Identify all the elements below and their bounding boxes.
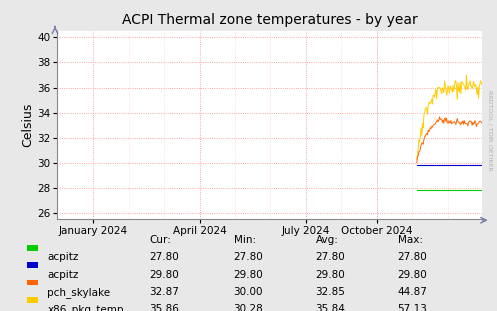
- Text: Cur:: Cur:: [149, 235, 171, 245]
- Text: acpitz: acpitz: [47, 252, 79, 262]
- Text: 35.86: 35.86: [149, 304, 179, 311]
- Text: Min:: Min:: [234, 235, 256, 245]
- Text: 27.80: 27.80: [398, 252, 427, 262]
- Y-axis label: Celsius: Celsius: [21, 103, 34, 147]
- Text: 32.85: 32.85: [316, 287, 345, 297]
- Text: 44.87: 44.87: [398, 287, 427, 297]
- Text: acpitz: acpitz: [47, 270, 79, 280]
- Text: 29.80: 29.80: [316, 270, 345, 280]
- Text: 27.80: 27.80: [234, 252, 263, 262]
- Text: RRDTOOL / TOBI OETIKER: RRDTOOL / TOBI OETIKER: [487, 90, 492, 171]
- Text: 35.84: 35.84: [316, 304, 345, 311]
- Text: pch_skylake: pch_skylake: [47, 287, 110, 298]
- Text: x86_pkg_temp: x86_pkg_temp: [47, 304, 124, 311]
- Text: Max:: Max:: [398, 235, 422, 245]
- Text: Avg:: Avg:: [316, 235, 338, 245]
- Text: 30.00: 30.00: [234, 287, 263, 297]
- Text: 57.13: 57.13: [398, 304, 427, 311]
- Text: 29.80: 29.80: [398, 270, 427, 280]
- Text: 29.80: 29.80: [234, 270, 263, 280]
- Text: 32.87: 32.87: [149, 287, 179, 297]
- Text: 30.28: 30.28: [234, 304, 263, 311]
- Title: ACPI Thermal zone temperatures - by year: ACPI Thermal zone temperatures - by year: [122, 13, 417, 27]
- Text: 27.80: 27.80: [316, 252, 345, 262]
- Text: 27.80: 27.80: [149, 252, 179, 262]
- Text: 29.80: 29.80: [149, 270, 179, 280]
